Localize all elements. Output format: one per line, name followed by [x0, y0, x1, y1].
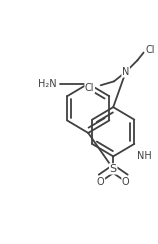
Text: O: O: [122, 177, 130, 187]
Text: NH: NH: [137, 151, 152, 161]
Text: O: O: [97, 177, 105, 187]
Text: Cl: Cl: [145, 45, 155, 55]
Text: H₂N: H₂N: [38, 79, 56, 89]
Text: N: N: [122, 67, 129, 77]
Text: S: S: [110, 164, 117, 174]
Text: Cl: Cl: [85, 83, 94, 93]
